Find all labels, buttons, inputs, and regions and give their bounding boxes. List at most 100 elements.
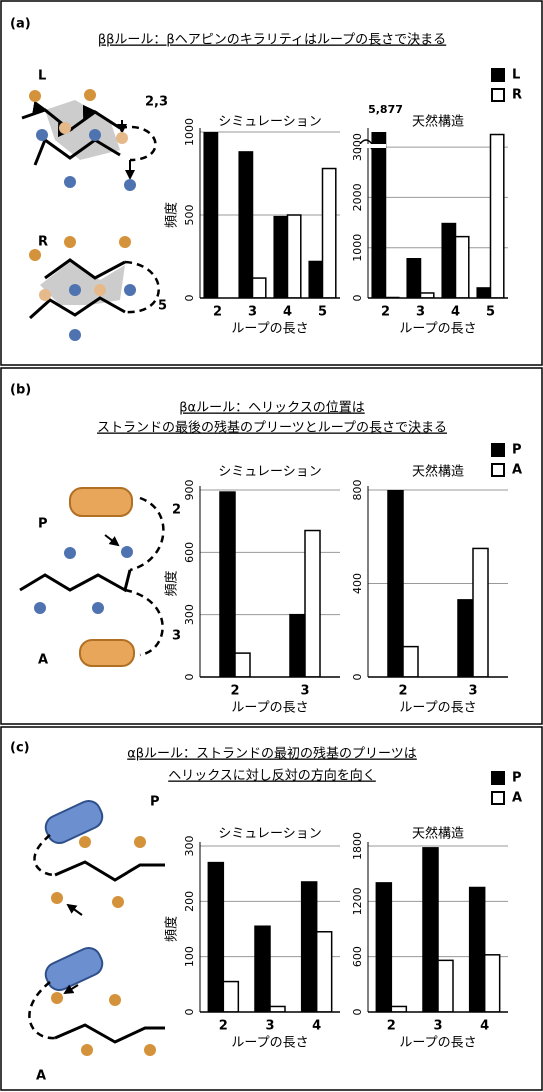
legend-swatch: [491, 791, 505, 805]
bar: [222, 980, 240, 1012]
x-tick-label: 3: [433, 1019, 442, 1034]
x-axis-label: ループの長さ: [399, 1036, 476, 1051]
bar: [273, 215, 289, 298]
y-tick-label: 900: [183, 480, 196, 501]
axis-break-gap: [360, 144, 386, 148]
diagram-hairpin-l: [21, 89, 157, 191]
bar: [289, 613, 306, 677]
legend-swatch: [491, 771, 505, 785]
chart-title: 天然構造: [412, 826, 464, 842]
diagram-label: 3: [172, 629, 181, 644]
diagram-label: 2: [172, 503, 181, 518]
x-tick-label: 3: [300, 684, 309, 699]
x-tick-label: 5: [486, 305, 495, 320]
panel-title: ストランドの最後の残基のプリーツとループの長さで決まる: [97, 421, 447, 436]
y-tick-label: 2000: [351, 183, 364, 211]
y-tick-label: 300: [183, 604, 196, 625]
x-tick-label: 2: [230, 684, 239, 699]
y-tick-label: 600: [183, 542, 196, 563]
diagram-label: 5: [158, 299, 167, 314]
bars: [207, 861, 333, 1012]
x-tick-label: 3: [265, 1019, 274, 1034]
x-tick-label: 2: [381, 305, 390, 320]
bar: [269, 1005, 286, 1012]
bar: [321, 167, 337, 298]
x-tick-label: 2: [213, 305, 222, 320]
legend-label: P: [512, 771, 522, 786]
x-tick-label: 3: [416, 305, 425, 320]
y-tick-label: 1200: [351, 887, 364, 915]
y-tick-label: 800: [351, 480, 364, 501]
legend-swatch: [491, 463, 505, 477]
bar: [476, 287, 492, 298]
bars: [203, 132, 337, 298]
bar: [251, 277, 267, 298]
bar: [472, 547, 489, 677]
diagram-label: P: [150, 795, 160, 810]
x-tick-label: 4: [480, 1019, 489, 1034]
x-tick-label: 2: [219, 1019, 228, 1034]
x-tick-label: 2: [398, 684, 407, 699]
bar: [300, 881, 318, 1012]
bar: [315, 931, 333, 1012]
legend-label: A: [512, 463, 522, 478]
panel-frame: [0, 0, 543, 366]
x-tick-label: 5: [318, 305, 327, 320]
legend-swatch: [491, 443, 505, 457]
bars: [371, 132, 505, 298]
x-tick-label: 4: [451, 305, 460, 320]
bars: [219, 491, 321, 677]
panel-title: ヘリックスに対し反対の方向を向く: [168, 768, 376, 784]
x-axis-label: ループの長さ: [231, 322, 308, 337]
chart-title: 天然構造: [412, 114, 464, 130]
bar: [441, 222, 457, 298]
bar: [219, 491, 236, 677]
bar: [375, 882, 393, 1012]
x-tick-label: 4: [312, 1019, 321, 1034]
x-tick-label: 3: [468, 684, 477, 699]
x-axis-label: ループの長さ: [231, 1036, 308, 1051]
panel-title: ββルール：βヘアピンのキラリティはループの長さで決まる: [98, 33, 446, 48]
bar: [437, 959, 454, 1012]
chart-title: シミュレーション: [218, 115, 321, 130]
y-tick-label: 0: [351, 295, 364, 302]
bar: [387, 490, 404, 677]
y-tick-label: 400: [351, 573, 364, 594]
diagram-alpha-beta: [28, 800, 165, 1056]
y-tick-label: 1800: [351, 832, 364, 860]
panel-title: αβルール：ストランドの最初の残基のプリーツは: [127, 747, 417, 762]
value-label: 5,877: [368, 103, 403, 116]
bar: [203, 132, 219, 298]
y-tick-label: 3000: [351, 133, 364, 161]
y-tick-label: 0: [351, 1009, 364, 1016]
diagram-label: A: [36, 1069, 46, 1084]
bar: [402, 645, 419, 677]
bar: [254, 925, 271, 1012]
diagram-hairpin-r: [28, 236, 160, 341]
bar: [207, 861, 225, 1012]
bar: [422, 847, 439, 1012]
bar: [238, 151, 254, 298]
panel-label: (b): [10, 383, 31, 398]
y-axis-label: 頻度: [164, 202, 180, 228]
x-axis-label: ループの長さ: [399, 701, 476, 716]
bar: [234, 652, 251, 677]
bars: [375, 847, 501, 1012]
bar: [406, 258, 422, 298]
y-tick-label: 0: [183, 674, 196, 681]
chart-title: 天然構造: [412, 464, 464, 480]
y-axis-label: 頻度: [164, 916, 180, 942]
x-tick-label: 3: [248, 305, 257, 320]
panel-title: βαルール：ヘリックスの位置は: [179, 401, 364, 416]
legend-label: A: [512, 791, 522, 806]
bar: [286, 214, 302, 298]
panel-frame: [0, 367, 543, 725]
x-tick-label: 4: [283, 305, 292, 320]
x-axis-label: ループの長さ: [231, 701, 308, 716]
y-tick-label: 500: [183, 205, 196, 226]
bar: [304, 529, 321, 677]
bar: [457, 599, 474, 677]
panel-frame: [0, 726, 543, 1091]
x-tick-label: 2: [387, 1019, 396, 1034]
